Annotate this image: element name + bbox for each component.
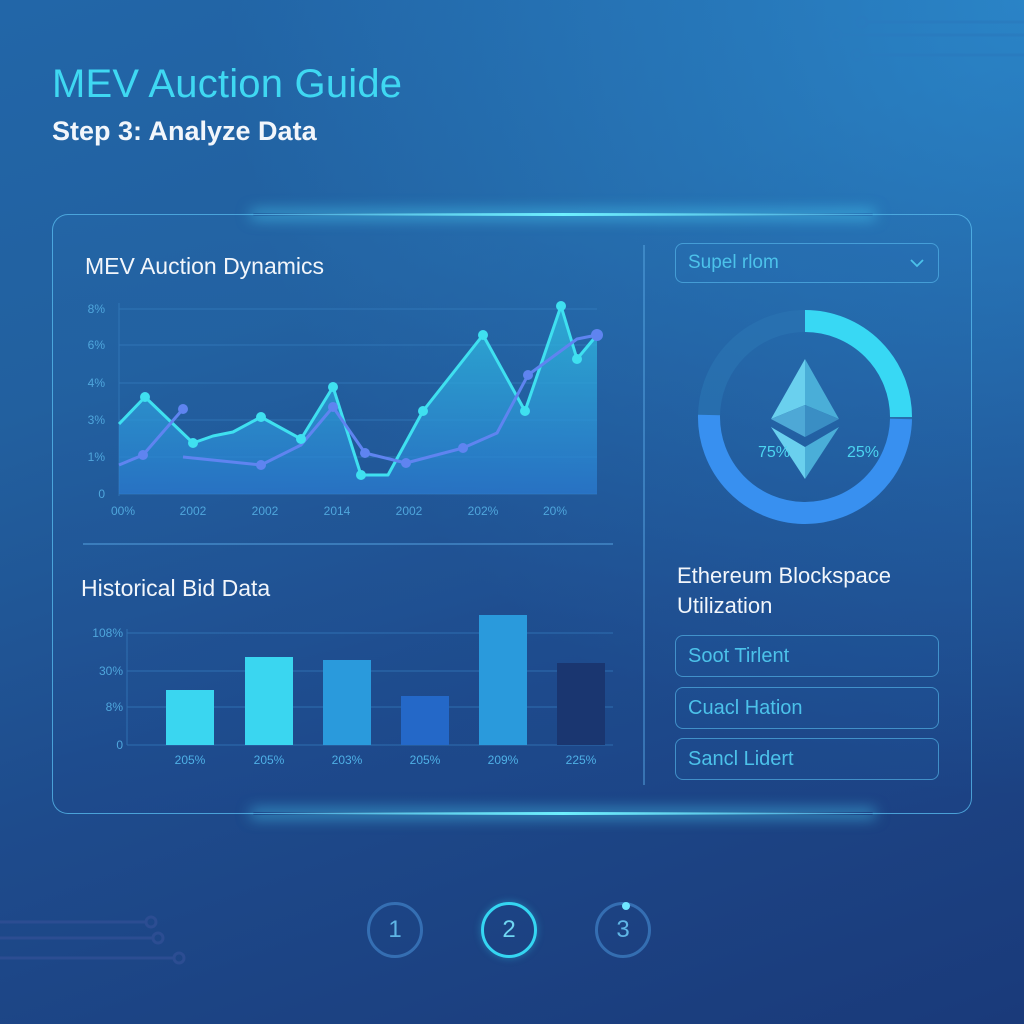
bar-chart-title: Historical Bid Data xyxy=(81,575,271,601)
dropdown-value: Supel rlom xyxy=(688,252,779,273)
donut-label-right: 25% xyxy=(847,444,879,461)
line-primary-markers xyxy=(140,301,582,480)
ethereum-icon xyxy=(771,359,839,479)
bar-series xyxy=(166,615,605,745)
line-chart-area xyxy=(119,306,597,494)
donut-segment-cyan xyxy=(804,310,912,418)
x-tick: 225% xyxy=(566,753,597,767)
x-tick: 2002 xyxy=(252,504,279,518)
step-number: 1 xyxy=(388,916,402,943)
step-number: 2 xyxy=(502,916,516,943)
option-label: Soot Tirlent xyxy=(688,644,790,667)
vertical-divider xyxy=(643,245,645,785)
x-tick: 209% xyxy=(488,753,519,767)
y-tick: 0 xyxy=(116,738,123,752)
bar-1[interactable] xyxy=(166,690,214,745)
y-tick: 0 xyxy=(98,487,105,501)
x-tick: 00% xyxy=(111,504,135,518)
bar-3[interactable] xyxy=(323,660,371,745)
line-chart-x-axis: 00% 2002 2002 2014 2002 202% 20% xyxy=(111,504,567,518)
step-subtitle: Step 3: Analyze Data xyxy=(52,116,317,146)
line-chart[interactable]: 8% 6% 4% 3% 1% 0 00% 2002 2002 2014 2002… xyxy=(73,283,633,523)
step-indicator: 1 2 3 xyxy=(0,902,1024,962)
x-tick: 203% xyxy=(332,753,363,767)
y-tick: 1% xyxy=(88,450,106,464)
line-chart-y-axis: 8% 6% 4% 3% 1% 0 xyxy=(88,302,106,501)
progress-dot-icon xyxy=(622,902,630,910)
donut-segment-blue xyxy=(697,414,912,524)
y-tick: 30% xyxy=(99,664,123,678)
x-tick: 2002 xyxy=(180,504,207,518)
x-tick: 202% xyxy=(468,504,499,518)
chevron-down-icon xyxy=(910,259,924,268)
bar-chart-y-axis: 108% 30% 8% 0 xyxy=(92,626,123,752)
x-tick: 20% xyxy=(543,504,567,518)
step-2-button[interactable]: 2 xyxy=(481,902,537,958)
bar-chart[interactable]: 108% 30% 8% 0 205% 205% 203% 205% 209% 2… xyxy=(73,615,623,775)
y-tick: 108% xyxy=(92,626,123,640)
panel-glow-bottom xyxy=(253,812,873,815)
line-series-primary xyxy=(117,304,599,477)
option-button-3[interactable]: Sancl Lidert xyxy=(675,738,939,780)
bar-4[interactable] xyxy=(401,696,449,745)
y-tick: 6% xyxy=(88,338,106,352)
y-tick: 8% xyxy=(106,700,124,714)
x-tick: 2014 xyxy=(324,504,351,518)
circuit-decoration-top xyxy=(829,15,1024,62)
step-number: 3 xyxy=(616,916,630,943)
y-tick: 4% xyxy=(88,376,106,390)
dashboard-panel: MEV Auction Dynamics 8% 6% 4% 3% 1% 0 xyxy=(52,213,972,815)
x-tick: 205% xyxy=(254,753,285,767)
option-label: Sancl Lidert xyxy=(688,747,794,770)
step-1-button[interactable]: 1 xyxy=(367,902,423,958)
bar-chart-x-axis: 205% 205% 203% 205% 209% 225% xyxy=(175,753,597,767)
blockspace-title: Ethereum Blockspace Utilization xyxy=(677,563,891,618)
line-secondary-markers xyxy=(138,329,603,470)
line-chart-title: MEV Auction Dynamics xyxy=(85,253,325,279)
blockspace-donut-chart[interactable]: 75% 25% xyxy=(695,307,915,527)
x-tick: 205% xyxy=(410,753,441,767)
x-tick: 2002 xyxy=(396,504,423,518)
step-3-button[interactable]: 3 xyxy=(595,902,651,958)
option-button-1[interactable]: Soot Tirlent xyxy=(675,635,939,677)
donut-label-left: 75% xyxy=(758,444,790,461)
bar-5[interactable] xyxy=(479,615,527,745)
bar-2[interactable] xyxy=(245,657,293,745)
filter-dropdown[interactable]: Supel rlom xyxy=(675,243,939,283)
bar-6[interactable] xyxy=(557,663,605,745)
horizontal-divider xyxy=(83,543,613,545)
page-title: MEV Auction Guide xyxy=(52,62,403,106)
y-tick: 3% xyxy=(88,413,106,427)
option-label: Cuacl Hation xyxy=(688,696,803,719)
panel-glow-top xyxy=(253,213,873,216)
y-tick: 8% xyxy=(88,302,106,316)
circuit-decoration-bottom xyxy=(0,915,186,965)
option-button-2[interactable]: Cuacl Hation xyxy=(675,687,939,729)
x-tick: 205% xyxy=(175,753,206,767)
